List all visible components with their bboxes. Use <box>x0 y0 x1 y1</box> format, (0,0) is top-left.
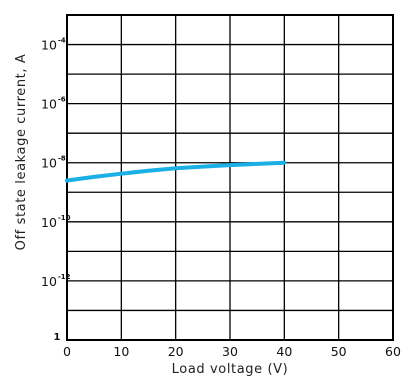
y-tick-label: 10-6 <box>41 96 66 112</box>
y-tick-label: 10-10 <box>41 214 71 230</box>
x-tick-label: 50 <box>331 344 347 359</box>
series-line <box>65 160 287 183</box>
y-tick-label: 10-4 <box>41 37 66 53</box>
x-tick-label: 60 <box>385 344 401 359</box>
x-tick-label: 20 <box>168 344 184 359</box>
x-tick-label: 40 <box>276 344 292 359</box>
x-tick-label: 10 <box>113 344 129 359</box>
x-axis-label: Load voltage (V) <box>172 362 289 377</box>
x-tick-label: 0 <box>63 344 71 359</box>
y-tick-label: 10-8 <box>41 155 66 171</box>
y-tick-label: 10-12 <box>41 273 71 289</box>
plot-frame <box>66 14 394 341</box>
x-tick-label: 30 <box>222 344 238 359</box>
grid <box>66 14 394 341</box>
y-axis-label: Off state leakage current, A <box>14 54 29 251</box>
x-tick-labels: 0 10 20 30 40 50 60 <box>63 344 401 359</box>
series <box>65 160 287 183</box>
y-tick-label-bottom: 1 <box>54 332 61 343</box>
y-tick-labels: 10-4 10-6 10-8 10-10 10-12 1 <box>41 37 71 343</box>
